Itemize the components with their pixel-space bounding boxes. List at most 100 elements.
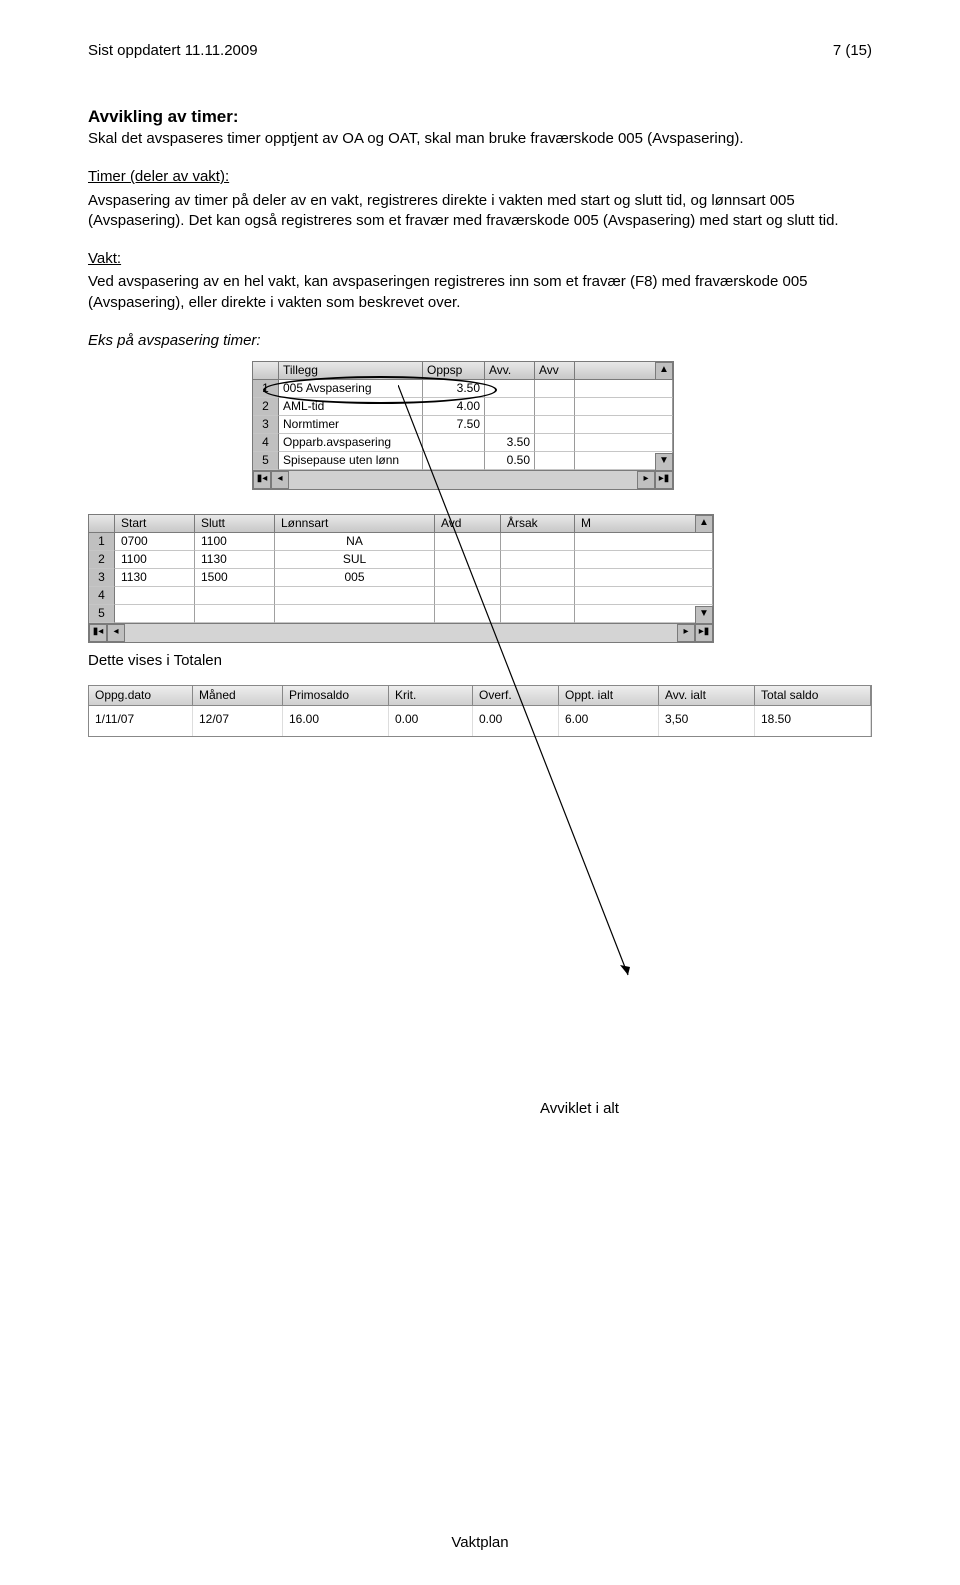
row-number: 3 bbox=[253, 416, 279, 434]
col-arsak: Årsak bbox=[501, 515, 575, 533]
table-row[interactable]: 3Normtimer7.50 bbox=[253, 416, 673, 434]
scroll-down-icon[interactable]: ▼ bbox=[695, 606, 713, 624]
cell-avv2 bbox=[535, 398, 575, 416]
cell-start: 1100 bbox=[115, 551, 195, 569]
cell-oppsp: 7.50 bbox=[423, 416, 485, 434]
col-avv: Avv. bbox=[485, 362, 535, 380]
tillegg-grid: Tillegg Oppsp Avv. Avv 1005 Avspasering3… bbox=[252, 361, 674, 490]
row-number: 4 bbox=[253, 434, 279, 452]
table-row[interactable]: 107001100NA bbox=[89, 533, 713, 551]
col-avd: Avd bbox=[435, 515, 501, 533]
cell-avd bbox=[435, 569, 501, 587]
table-row[interactable]: 5 bbox=[89, 605, 713, 623]
paragraph-timer: Avspasering av timer på deler av en vakt… bbox=[88, 191, 872, 232]
cell-start: 1130 bbox=[115, 569, 195, 587]
cell-avd bbox=[435, 533, 501, 551]
cell-arsak bbox=[501, 533, 575, 551]
cell-avd bbox=[435, 551, 501, 569]
cell-m bbox=[575, 569, 713, 587]
scroll-up-icon[interactable]: ▲ bbox=[655, 362, 673, 380]
td-avv: 3,50 bbox=[659, 706, 755, 736]
cell-avv2 bbox=[535, 452, 575, 470]
scroll-right-icon[interactable]: ▸ bbox=[677, 624, 695, 642]
cell-tillegg: Normtimer bbox=[279, 416, 423, 434]
subhead-vakt: Vakt: bbox=[88, 250, 121, 267]
scroll-first-icon[interactable]: ▮◂ bbox=[89, 624, 107, 642]
row-number: 1 bbox=[89, 533, 115, 551]
td-totalsaldo: 18.50 bbox=[755, 706, 871, 736]
table-row[interactable]: 1005 Avspasering3.50 bbox=[253, 380, 673, 398]
scroll-last-icon[interactable]: ▸▮ bbox=[695, 624, 713, 642]
example-label: Eks på avspasering timer: bbox=[88, 331, 872, 351]
cell-avv2 bbox=[535, 434, 575, 452]
vakt-grid: Start Slutt Lønnsart Avd Årsak M 1070011… bbox=[88, 514, 714, 643]
scroll-track[interactable] bbox=[125, 624, 677, 642]
scroll-last-icon[interactable]: ▸▮ bbox=[655, 471, 673, 489]
th-totalsaldo: Total saldo bbox=[755, 686, 871, 706]
header-updated: Sist oppdatert 11.11.2009 bbox=[88, 42, 258, 59]
th-overf: Overf. bbox=[473, 686, 559, 706]
col-slutt: Slutt bbox=[195, 515, 275, 533]
td-maned: 12/07 bbox=[193, 706, 283, 736]
td-oppt: 6.00 bbox=[559, 706, 659, 736]
row-number: 3 bbox=[89, 569, 115, 587]
cell-start bbox=[115, 605, 195, 623]
cell-avv bbox=[485, 380, 535, 398]
hscrollbar[interactable]: ▮◂ ◂ ▸ ▸▮ bbox=[89, 623, 713, 642]
cell-lonnsart bbox=[275, 605, 435, 623]
cell-m bbox=[575, 533, 713, 551]
scroll-left-icon[interactable]: ◂ bbox=[107, 624, 125, 642]
row-number: 4 bbox=[89, 587, 115, 605]
cell-lonnsart bbox=[275, 587, 435, 605]
cell-lonnsart: 005 bbox=[275, 569, 435, 587]
scroll-left-icon[interactable]: ◂ bbox=[271, 471, 289, 489]
subhead-timer: Timer (deler av vakt): bbox=[88, 168, 229, 185]
intro-paragraph: Skal det avspaseres timer opptjent av OA… bbox=[88, 129, 872, 149]
cell-tillegg: Spisepause uten lønn bbox=[279, 452, 423, 470]
col-lonnsart: Lønnsart bbox=[275, 515, 435, 533]
table-row[interactable]: 4 bbox=[89, 587, 713, 605]
td-overf: 0.00 bbox=[473, 706, 559, 736]
cell-start bbox=[115, 587, 195, 605]
scroll-right-icon[interactable]: ▸ bbox=[637, 471, 655, 489]
cell-spacer bbox=[575, 416, 673, 434]
table-row[interactable]: 311301500005 bbox=[89, 569, 713, 587]
totals-grid: Oppg.dato Måned Primosaldo Krit. Overf. … bbox=[88, 685, 872, 737]
cell-m bbox=[575, 605, 713, 623]
col-avv2: Avv bbox=[535, 362, 575, 380]
scroll-track[interactable] bbox=[289, 471, 637, 489]
cell-arsak bbox=[501, 587, 575, 605]
cell-spacer bbox=[575, 398, 673, 416]
cell-oppsp bbox=[423, 434, 485, 452]
td-primosaldo: 16.00 bbox=[283, 706, 389, 736]
tillegg-grid-header: Tillegg Oppsp Avv. Avv bbox=[253, 362, 673, 380]
cell-arsak bbox=[501, 569, 575, 587]
cell-lonnsart: NA bbox=[275, 533, 435, 551]
table-row[interactable]: 5Spisepause uten lønn0.50 bbox=[253, 452, 673, 470]
cell-slutt: 1100 bbox=[195, 533, 275, 551]
col-rownum bbox=[253, 362, 279, 380]
th-maned: Måned bbox=[193, 686, 283, 706]
cell-avv2 bbox=[535, 380, 575, 398]
th-avv: Avv. ialt bbox=[659, 686, 755, 706]
row-number: 5 bbox=[89, 605, 115, 623]
table-row[interactable]: 4Opparb.avspasering3.50 bbox=[253, 434, 673, 452]
scroll-down-icon[interactable]: ▼ bbox=[655, 453, 673, 471]
th-primosaldo: Primosaldo bbox=[283, 686, 389, 706]
hscrollbar[interactable]: ▮◂ ◂ ▸ ▸▮ bbox=[253, 470, 673, 489]
table-row[interactable]: 211001130SUL bbox=[89, 551, 713, 569]
totals-header: Oppg.dato Måned Primosaldo Krit. Overf. … bbox=[89, 686, 871, 706]
col-m: M bbox=[575, 515, 713, 533]
screenshot-area: Tillegg Oppsp Avv. Avv 1005 Avspasering3… bbox=[88, 361, 872, 643]
cell-slutt: 1500 bbox=[195, 569, 275, 587]
scroll-first-icon[interactable]: ▮◂ bbox=[253, 471, 271, 489]
table-row[interactable]: 2AML-tid4.00 bbox=[253, 398, 673, 416]
col-oppsp: Oppsp bbox=[423, 362, 485, 380]
cell-avv bbox=[485, 398, 535, 416]
td-krit: 0.00 bbox=[389, 706, 473, 736]
row-number: 1 bbox=[253, 380, 279, 398]
row-number: 5 bbox=[253, 452, 279, 470]
cell-avv: 3.50 bbox=[485, 434, 535, 452]
scroll-up-icon[interactable]: ▲ bbox=[695, 515, 713, 533]
section-heading: Avvikling av timer: bbox=[88, 107, 872, 127]
